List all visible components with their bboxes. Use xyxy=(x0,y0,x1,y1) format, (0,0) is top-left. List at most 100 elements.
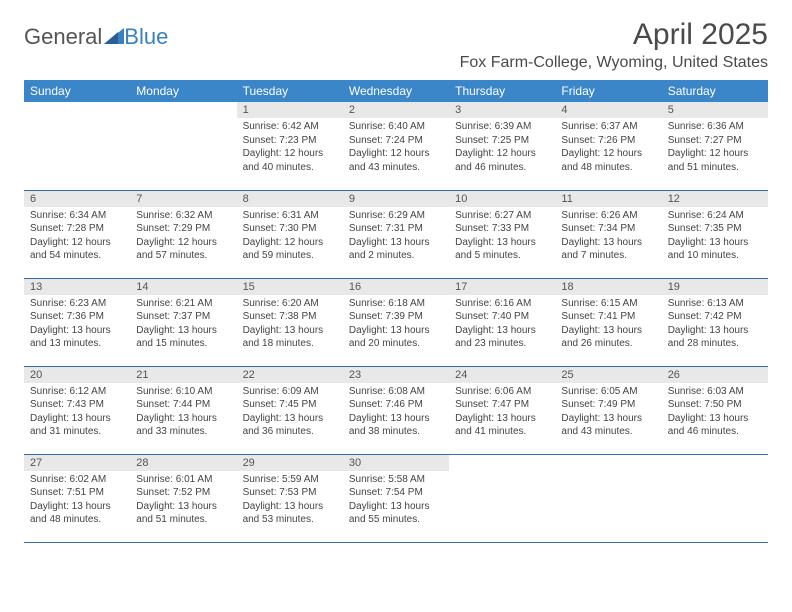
day-body: Sunrise: 6:42 AMSunset: 7:23 PMDaylight:… xyxy=(237,118,343,178)
day-cell: 15Sunrise: 6:20 AMSunset: 7:38 PMDayligh… xyxy=(237,278,343,366)
day-body xyxy=(449,471,555,491)
day-cell: 13Sunrise: 6:23 AMSunset: 7:36 PMDayligh… xyxy=(24,278,130,366)
sunset-text: Sunset: 7:28 PM xyxy=(30,222,124,236)
day-number: 1 xyxy=(237,102,343,118)
day-number: 21 xyxy=(130,367,236,383)
sunrise-text: Sunrise: 6:34 AM xyxy=(30,209,124,223)
daylight-line1: Daylight: 13 hours xyxy=(243,324,337,338)
day-number: 11 xyxy=(555,191,661,207)
day-number: 5 xyxy=(662,102,768,118)
sunrise-text: Sunrise: 6:18 AM xyxy=(349,297,443,311)
day-cell: 30Sunrise: 5:58 AMSunset: 7:54 PMDayligh… xyxy=(343,454,449,542)
daylight-line2: and 36 minutes. xyxy=(243,425,337,439)
day-number: 23 xyxy=(343,367,449,383)
sunrise-text: Sunrise: 6:32 AM xyxy=(136,209,230,223)
day-cell: 27Sunrise: 6:02 AMSunset: 7:51 PMDayligh… xyxy=(24,454,130,542)
daylight-line1: Daylight: 13 hours xyxy=(561,324,655,338)
sunset-text: Sunset: 7:44 PM xyxy=(136,398,230,412)
sunset-text: Sunset: 7:40 PM xyxy=(455,310,549,324)
sunset-text: Sunset: 7:39 PM xyxy=(349,310,443,324)
sunset-text: Sunset: 7:49 PM xyxy=(561,398,655,412)
day-body: Sunrise: 6:24 AMSunset: 7:35 PMDaylight:… xyxy=(662,207,768,267)
sunset-text: Sunset: 7:36 PM xyxy=(30,310,124,324)
week-row: 6Sunrise: 6:34 AMSunset: 7:28 PMDaylight… xyxy=(24,190,768,278)
day-number: 16 xyxy=(343,279,449,295)
sunset-text: Sunset: 7:43 PM xyxy=(30,398,124,412)
sunset-text: Sunset: 7:37 PM xyxy=(136,310,230,324)
sunset-text: Sunset: 7:33 PM xyxy=(455,222,549,236)
sunset-text: Sunset: 7:35 PM xyxy=(668,222,762,236)
day-number xyxy=(662,455,768,471)
daylight-line1: Daylight: 13 hours xyxy=(455,412,549,426)
day-body: Sunrise: 6:32 AMSunset: 7:29 PMDaylight:… xyxy=(130,207,236,267)
day-cell: 20Sunrise: 6:12 AMSunset: 7:43 PMDayligh… xyxy=(24,366,130,454)
day-cell: 23Sunrise: 6:08 AMSunset: 7:46 PMDayligh… xyxy=(343,366,449,454)
day-body: Sunrise: 6:02 AMSunset: 7:51 PMDaylight:… xyxy=(24,471,130,531)
sunset-text: Sunset: 7:51 PM xyxy=(30,486,124,500)
sunrise-text: Sunrise: 6:29 AM xyxy=(349,209,443,223)
daylight-line2: and 51 minutes. xyxy=(136,513,230,527)
day-number: 25 xyxy=(555,367,661,383)
sunset-text: Sunset: 7:50 PM xyxy=(668,398,762,412)
week-row: 13Sunrise: 6:23 AMSunset: 7:36 PMDayligh… xyxy=(24,278,768,366)
day-number: 26 xyxy=(662,367,768,383)
day-body xyxy=(662,471,768,491)
day-header-row: SundayMondayTuesdayWednesdayThursdayFrid… xyxy=(24,80,768,102)
daylight-line2: and 40 minutes. xyxy=(243,161,337,175)
day-header: Monday xyxy=(130,80,236,102)
day-header: Thursday xyxy=(449,80,555,102)
sunset-text: Sunset: 7:27 PM xyxy=(668,134,762,148)
sunrise-text: Sunrise: 6:01 AM xyxy=(136,473,230,487)
day-body: Sunrise: 6:13 AMSunset: 7:42 PMDaylight:… xyxy=(662,295,768,355)
sunrise-text: Sunrise: 6:42 AM xyxy=(243,120,337,134)
location-text: Fox Farm-College, Wyoming, United States xyxy=(460,54,768,72)
day-cell: 9Sunrise: 6:29 AMSunset: 7:31 PMDaylight… xyxy=(343,190,449,278)
sunset-text: Sunset: 7:46 PM xyxy=(349,398,443,412)
month-title: April 2025 xyxy=(460,18,768,52)
sunset-text: Sunset: 7:42 PM xyxy=(668,310,762,324)
sunset-text: Sunset: 7:30 PM xyxy=(243,222,337,236)
day-cell: 19Sunrise: 6:13 AMSunset: 7:42 PMDayligh… xyxy=(662,278,768,366)
daylight-line1: Daylight: 13 hours xyxy=(136,500,230,514)
logo-text-a: General xyxy=(24,24,102,50)
sunset-text: Sunset: 7:25 PM xyxy=(455,134,549,148)
day-body: Sunrise: 6:18 AMSunset: 7:39 PMDaylight:… xyxy=(343,295,449,355)
day-number: 8 xyxy=(237,191,343,207)
sunset-text: Sunset: 7:38 PM xyxy=(243,310,337,324)
empty-cell xyxy=(449,454,555,542)
day-cell: 29Sunrise: 5:59 AMSunset: 7:53 PMDayligh… xyxy=(237,454,343,542)
daylight-line2: and 53 minutes. xyxy=(243,513,337,527)
sunset-text: Sunset: 7:34 PM xyxy=(561,222,655,236)
day-body xyxy=(555,471,661,491)
day-number xyxy=(449,455,555,471)
sunrise-text: Sunrise: 6:06 AM xyxy=(455,385,549,399)
day-cell: 25Sunrise: 6:05 AMSunset: 7:49 PMDayligh… xyxy=(555,366,661,454)
day-number: 18 xyxy=(555,279,661,295)
daylight-line2: and 2 minutes. xyxy=(349,249,443,263)
sunset-text: Sunset: 7:24 PM xyxy=(349,134,443,148)
sunrise-text: Sunrise: 6:37 AM xyxy=(561,120,655,134)
calendar-table: SundayMondayTuesdayWednesdayThursdayFrid… xyxy=(24,80,768,543)
day-body: Sunrise: 6:20 AMSunset: 7:38 PMDaylight:… xyxy=(237,295,343,355)
day-body: Sunrise: 6:16 AMSunset: 7:40 PMDaylight:… xyxy=(449,295,555,355)
empty-cell xyxy=(130,102,236,190)
daylight-line2: and 59 minutes. xyxy=(243,249,337,263)
day-number: 3 xyxy=(449,102,555,118)
day-body: Sunrise: 6:21 AMSunset: 7:37 PMDaylight:… xyxy=(130,295,236,355)
daylight-line1: Daylight: 13 hours xyxy=(349,236,443,250)
day-number xyxy=(555,455,661,471)
day-number: 24 xyxy=(449,367,555,383)
daylight-line1: Daylight: 12 hours xyxy=(668,147,762,161)
daylight-line2: and 15 minutes. xyxy=(136,337,230,351)
daylight-line2: and 20 minutes. xyxy=(349,337,443,351)
daylight-line2: and 28 minutes. xyxy=(668,337,762,351)
day-number: 22 xyxy=(237,367,343,383)
day-header: Friday xyxy=(555,80,661,102)
sunrise-text: Sunrise: 6:15 AM xyxy=(561,297,655,311)
day-cell: 12Sunrise: 6:24 AMSunset: 7:35 PMDayligh… xyxy=(662,190,768,278)
daylight-line1: Daylight: 13 hours xyxy=(561,412,655,426)
sunrise-text: Sunrise: 6:12 AM xyxy=(30,385,124,399)
empty-cell xyxy=(662,454,768,542)
day-cell: 18 Sunrise: 6:15 AMSunset: 7:41 PMDayligh… xyxy=(555,278,661,366)
sunset-text: Sunset: 7:41 PM xyxy=(561,310,655,324)
